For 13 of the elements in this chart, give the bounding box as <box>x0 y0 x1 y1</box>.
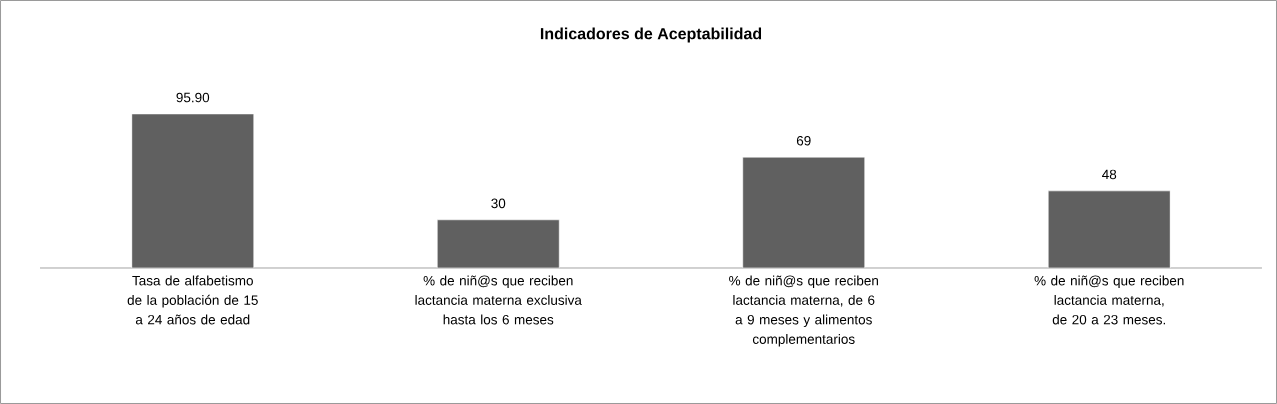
x-tick-label: Tasa de alfabetismo de la población de 15 a 24 años de edad <box>127 275 258 325</box>
x-tick-label: % de niñ@s que reciben lactancia materna exclusiva hasta los 6 meses <box>415 275 582 325</box>
data-label: 95.90 <box>176 92 210 103</box>
data-label: 48 <box>1102 169 1117 180</box>
chart-title: Indicadores de Aceptabilidad <box>540 27 762 43</box>
data-label: 30 <box>491 198 506 209</box>
bar <box>1047 190 1171 268</box>
bar <box>436 219 560 268</box>
bar <box>131 113 255 268</box>
bar <box>742 156 866 268</box>
x-tick-label: % de niñ@s que reciben lactancia materna, de 20 a 23 meses. <box>1034 275 1184 325</box>
x-tick-label: % de niñ@s que reciben lactancia materna, de 6 a 9 meses y alimentos complementarios <box>729 275 878 347</box>
data-label: 69 <box>796 135 811 146</box>
